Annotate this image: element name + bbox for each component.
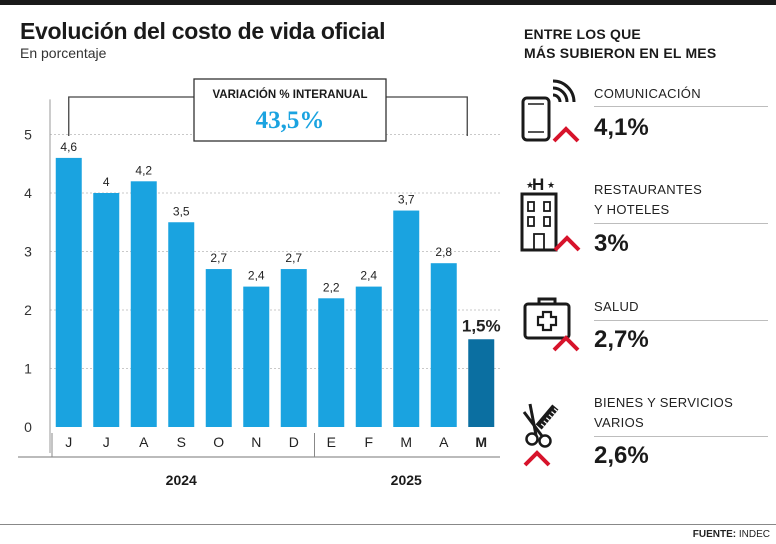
source-note: FUENTE: INDEC [693, 529, 770, 540]
sidebar-title: ENTRE LOS QUE MÁS SUBIERON EN EL MES [524, 25, 716, 63]
x-tick-label: O [213, 434, 224, 450]
sidebar-item-label: COMUNICACIÓN [594, 86, 701, 101]
divider [594, 320, 768, 321]
sidebar-item-label: BIENES Y SERVICIOS [594, 395, 734, 410]
sidebar-item-label: RESTAURANTES [594, 182, 703, 197]
year-label: 2025 [391, 472, 422, 488]
bar [318, 298, 345, 427]
x-tick-label: E [327, 434, 336, 450]
x-tick-label: N [251, 434, 261, 450]
annotation-box [193, 78, 387, 142]
chart-subtitle: En porcentaje [20, 45, 107, 61]
bar [393, 210, 420, 427]
y-tick-label: 4 [24, 185, 32, 201]
sidebar-item-label-line2: Y HOTELES [594, 202, 670, 217]
bar [168, 222, 195, 427]
bar-value-label: 3,5 [173, 204, 190, 218]
sidebar-item-comunicacion: COMUNICACIÓN 4,1% [518, 78, 776, 168]
up-arrow-icon [552, 126, 580, 143]
up-arrow-icon [553, 235, 581, 252]
y-tick-label: 0 [24, 419, 32, 435]
sidebar-item-bienes-servicios: BIENES Y SERVICIOS VARIOS 2,6% [518, 392, 776, 482]
x-tick-label: J [103, 434, 110, 450]
bar [430, 263, 457, 427]
divider [594, 436, 768, 437]
bar-value-label: 2,4 [360, 269, 377, 283]
x-tick-label: F [364, 434, 373, 450]
bar-value-label: 2,2 [323, 280, 340, 294]
bar-chart: 0 1 2 3 4 5 4,6 J 4 J 4,2 A 3,5 S 2,7 O 2,4 N 2,7 D 2,2 E 2,4 F… [18, 78, 501, 488]
annotation-value: 43,5% [256, 107, 325, 134]
sidebar-item-value: 3% [594, 230, 629, 257]
divider [594, 106, 768, 107]
sidebar-item-value: 2,7% [594, 326, 649, 353]
footer-divider [0, 524, 776, 525]
sidebar-title-line2: MÁS SUBIERON EN EL MES [524, 45, 717, 61]
sidebar-title-line1: ENTRE LOS QUE [524, 26, 641, 42]
annotation-label: VARIACIÓN % INTERANUAL [212, 88, 367, 101]
bar [55, 157, 82, 427]
up-arrow-icon [552, 335, 580, 352]
y-tick-label: 3 [24, 244, 32, 260]
up-arrow-icon [523, 450, 551, 467]
hotel-icon: ★ H ★ [520, 175, 581, 252]
y-tick-label: 5 [24, 127, 32, 143]
divider [594, 223, 768, 224]
bar [130, 181, 157, 427]
sidebar-item-value: 4,1% [594, 114, 649, 141]
sidebar-item-salud: SALUD 2,7% [518, 294, 776, 384]
bar-value-label: 4 [103, 175, 110, 189]
phone-icon [521, 79, 580, 143]
chart-title: Evolución del costo de vida oficial [20, 18, 386, 44]
bar-value-label: 2,7 [285, 251, 302, 265]
top-bar [0, 0, 776, 5]
bar-value-label: 4,6 [60, 140, 77, 154]
x-tick-label: D [289, 434, 299, 450]
bar-value-label: 2,4 [248, 269, 265, 283]
svg-text:★: ★ [547, 180, 555, 190]
bar [468, 339, 495, 427]
medical-kit-icon [523, 297, 580, 352]
bar [93, 193, 120, 427]
bar-value-label: 4,2 [135, 163, 152, 177]
y-tick-label: 1 [24, 361, 32, 377]
sidebar-item-restaurantes: ★ H ★ RESTAURANTES Y HOTELES 3% [518, 172, 776, 262]
x-tick-label: S [177, 434, 186, 450]
bar [280, 269, 307, 427]
bar-value-label: 1,5% [462, 316, 501, 335]
x-tick-label: J [65, 434, 72, 450]
sidebar-item-label-line2: VARIOS [594, 415, 644, 430]
bar [355, 286, 382, 427]
svg-text:H: H [532, 175, 544, 194]
scissors-comb-icon [522, 403, 559, 467]
y-tick-label: 2 [24, 302, 32, 318]
x-tick-label: M [400, 434, 412, 450]
x-tick-label: A [439, 434, 449, 450]
year-label: 2024 [166, 472, 197, 488]
x-tick-label: A [139, 434, 149, 450]
x-tick-label: M [475, 434, 487, 450]
source-label: FUENTE: [692, 529, 737, 540]
bar-value-label: 3,7 [398, 193, 415, 207]
sidebar-item-value: 2,6% [594, 442, 649, 469]
svg-text:★: ★ [526, 180, 534, 190]
bar-value-label: 2,7 [210, 251, 227, 265]
bar [243, 286, 270, 427]
bar-value-label: 2,8 [435, 245, 452, 259]
bar [205, 269, 232, 427]
sidebar-item-label: SALUD [594, 299, 639, 314]
source-value: INDEC [738, 529, 770, 540]
